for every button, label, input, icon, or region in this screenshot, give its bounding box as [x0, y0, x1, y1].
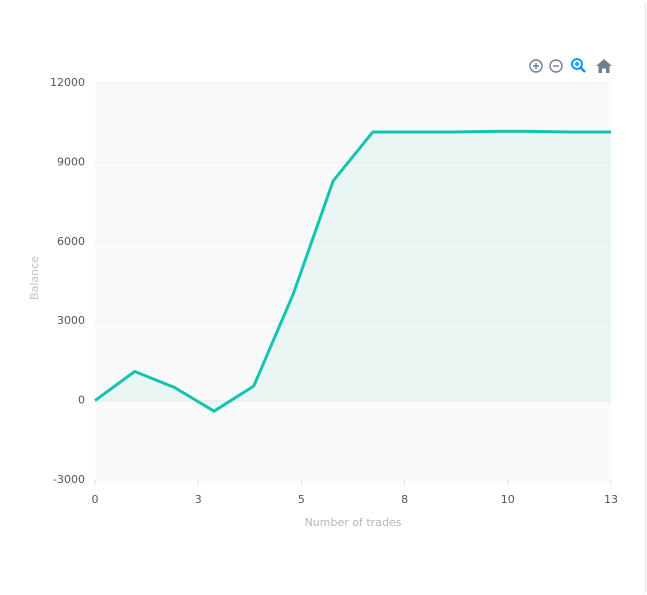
y-tick-label: 9000 [57, 155, 85, 168]
plot-background [95, 83, 611, 480]
reset-home-button[interactable] [596, 59, 612, 73]
y-tick-label: -3000 [53, 473, 85, 486]
x-axis-title: Number of trades [305, 516, 402, 529]
x-tick-label: 13 [604, 493, 618, 506]
y-tick-label: 0 [78, 394, 85, 407]
x-tick-label: 5 [298, 493, 305, 506]
line [94, 129, 611, 413]
y-tick-label: 12000 [50, 76, 85, 89]
area-fill [95, 131, 611, 412]
y-tick-label: 3000 [57, 314, 85, 327]
x-tick-label: 0 [92, 493, 99, 506]
x-tick-label: 3 [195, 493, 202, 506]
x-tick-label: 10 [501, 493, 515, 506]
y-tick-label: 6000 [57, 235, 85, 248]
zoom-button[interactable] [571, 58, 586, 73]
zoom-in-button[interactable] [529, 59, 543, 73]
x-tick-label: 8 [401, 493, 408, 506]
y-axis-title: Balance [28, 256, 41, 300]
zoom-out-button[interactable] [549, 59, 563, 73]
